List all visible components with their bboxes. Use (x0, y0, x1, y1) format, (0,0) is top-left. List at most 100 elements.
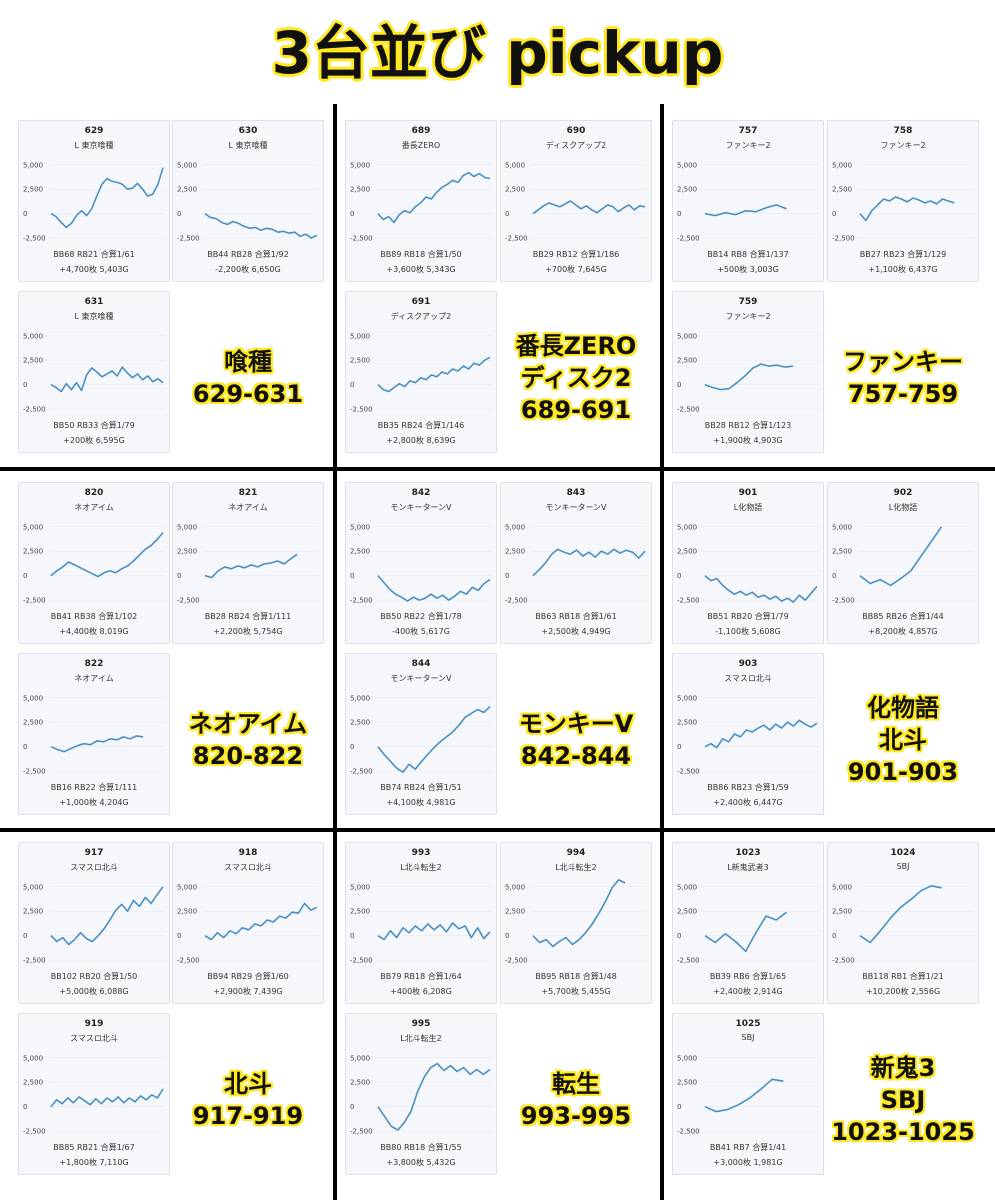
line-chart: 5,000 2,500 0 -2,500 (23, 883, 165, 965)
slot-chart-card: 917 スマスロ北斗 5,000 2,500 0 -2,500 BB102 RB20 合算1… (18, 842, 170, 1004)
bonus-stats: BB28 RB24 合算1/111 (204, 612, 292, 621)
y-tick-label: 2,500 (177, 186, 197, 194)
machine-number: 902 (893, 488, 913, 498)
line-chart: 5,000 2,500 0 -2,500 (23, 694, 165, 776)
y-tick-label: -2,500 (350, 957, 373, 965)
y-tick-label: -2,500 (832, 597, 855, 605)
group-label-line: ネオアイム (188, 710, 308, 738)
y-tick-label: -2,500 (677, 957, 700, 965)
machine-number: 757 (738, 126, 758, 136)
bonus-stats: BB50 RB22 合算1/78 (380, 612, 462, 621)
machine-number: 690 (566, 126, 586, 136)
grid-divider-horizontal-2 (0, 828, 995, 832)
group-label-line: 1023-1025 (831, 1118, 975, 1146)
bonus-stats: BB28 RB12 合算1/123 (704, 421, 792, 430)
machine-model: スマスロ北斗 (70, 863, 118, 872)
slot-chart-card: 844 モンキーターンV 5,000 2,500 0 -2,500 BB74 RB24 合算… (345, 653, 497, 815)
line-chart: 5,000 2,500 0 -2,500 (23, 1054, 165, 1136)
y-tick-label: -2,500 (23, 768, 46, 776)
y-tick-label: 0 (677, 381, 681, 389)
y-tick-label: 2,500 (832, 548, 852, 556)
group-label-line: 993-995 (520, 1102, 632, 1130)
group-label-line: 901-903 (847, 758, 959, 786)
y-tick-label: -2,500 (177, 957, 200, 965)
bonus-stats: BB79 RB18 合算1/64 (380, 972, 462, 981)
y-tick-label: 0 (505, 932, 509, 940)
y-tick-label: 2,500 (23, 719, 43, 727)
y-tick-label: 0 (505, 572, 509, 580)
y-tick-label: 2,500 (832, 908, 852, 916)
machine-model: 番長ZERO (401, 141, 441, 150)
bonus-stats: BB94 RB29 合算1/60 (207, 972, 289, 981)
result-summary: -400枚 5,617G (392, 627, 450, 636)
y-tick-label: -2,500 (177, 235, 200, 243)
slot-chart-card: 758 ファンキー2 5,000 2,500 0 -2,500 BB27 RB23 合算1/… (827, 120, 979, 282)
slot-chart-card: 629 L 東京喰種 5,000 2,500 0 -2,500 BB68 RB21 合算1/… (18, 120, 170, 282)
group-label: 喰種 629-631 (168, 346, 328, 410)
page-title: 3台並び pickup (271, 19, 724, 87)
machine-model: モンキーターンV (390, 503, 452, 512)
machine-number: 1024 (890, 848, 916, 858)
group-label: 北斗 917-919 (168, 1068, 328, 1132)
slot-chart-card: 993 L北斗転生2 5,000 2,500 0 -2,500 BB79 RB18 合算1/… (345, 842, 497, 1004)
series-line (50, 167, 164, 229)
group-label-line: 新鬼3 (870, 1054, 936, 1082)
result-summary: +1,000枚 4,204G (59, 798, 129, 807)
line-chart: 5,000 2,500 0 -2,500 (23, 523, 165, 605)
y-tick-label: 0 (832, 210, 836, 218)
y-tick-label: -2,500 (23, 235, 46, 243)
slot-chart-card: 842 モンキーターンV 5,000 2,500 0 -2,500 BB50 RB22 合算… (345, 482, 497, 644)
result-summary: +2,400枚 6,447G (713, 798, 783, 807)
y-tick-label: 2,500 (23, 908, 43, 916)
y-tick-label: 2,500 (23, 186, 43, 194)
y-tick-label: 0 (23, 210, 27, 218)
bonus-stats: BB27 RB23 合算1/129 (859, 250, 947, 259)
y-tick-label: -2,500 (677, 406, 700, 414)
machine-number: 689 (411, 126, 431, 136)
slot-chart-card: 843 モンキーターンV 5,000 2,500 0 -2,500 BB63 RB18 合算… (500, 482, 652, 644)
y-tick-label: 0 (350, 381, 354, 389)
slot-chart-card: 902 L化物語 5,000 2,500 0 -2,500 BB85 RB26 合算1/44… (827, 482, 979, 644)
series-line (532, 548, 646, 577)
y-tick-label: 0 (177, 572, 181, 580)
bonus-stats: BB85 RB21 合算1/67 (53, 1143, 135, 1152)
group-label-line: 629-631 (192, 380, 304, 408)
bonus-stats: BB14 RB8 合算1/137 (707, 250, 789, 259)
machine-model: L 東京喰種 (74, 141, 114, 150)
line-chart: 5,000 2,500 0 -2,500 (23, 161, 165, 243)
slot-chart-card: 690 ディスクアップ2 5,000 2,500 0 -2,500 BB29 RB12 合算… (500, 120, 652, 282)
bonus-stats: BB41 RB7 合算1/41 (709, 1143, 787, 1152)
series-line (50, 366, 164, 393)
machine-number: 1023 (735, 848, 761, 858)
line-chart: 5,000 2,500 0 -2,500 (350, 161, 492, 243)
line-chart: 5,000 2,500 0 -2,500 (23, 332, 165, 414)
y-tick-label: 2,500 (350, 719, 370, 727)
machine-number: 820 (84, 488, 104, 498)
y-tick-label: 0 (177, 210, 181, 218)
machine-model: スマスロ北斗 (224, 863, 272, 872)
machine-model: SBJ (741, 1033, 755, 1042)
group-label-line: ディスク2 (520, 364, 632, 392)
slot-chart-card: 901 L化物語 5,000 2,500 0 -2,500 BB51 RB20 合算1/79… (672, 482, 824, 644)
y-tick-label: 2,500 (677, 1079, 697, 1087)
bonus-stats: BB35 RB24 合算1/146 (377, 421, 465, 430)
bonus-stats: BB118 RB1 合算1/21 (862, 972, 944, 981)
y-tick-label: 0 (23, 1103, 27, 1111)
group-label: 化物語 北斗 901-903 (823, 692, 983, 788)
y-tick-label: 2,500 (350, 908, 370, 916)
machine-model: L新鬼武者3 (727, 863, 769, 872)
machine-model: L化物語 (888, 503, 918, 512)
y-tick-label: 0 (677, 743, 681, 751)
slot-chart-card: 995 L北斗転生2 5,000 2,500 0 -2,500 BB80 RB18 合算1/… (345, 1013, 497, 1175)
line-chart: 5,000 2,500 0 -2,500 (350, 1054, 492, 1136)
group-label: 新鬼3 SBJ 1023-1025 (823, 1052, 983, 1148)
machine-number: 917 (84, 848, 104, 858)
machine-number: 1025 (735, 1019, 761, 1029)
result-summary: +400枚 6,208G (390, 987, 452, 996)
y-tick-label: 2,500 (350, 1079, 370, 1087)
result-summary: +2,900枚 7,439G (213, 987, 283, 996)
bonus-stats: BB50 RB33 合算1/79 (53, 421, 135, 430)
machine-number: 631 (84, 297, 104, 307)
y-tick-label: 2,500 (677, 186, 697, 194)
line-chart: 5,000 2,500 0 -2,500 (505, 523, 647, 605)
